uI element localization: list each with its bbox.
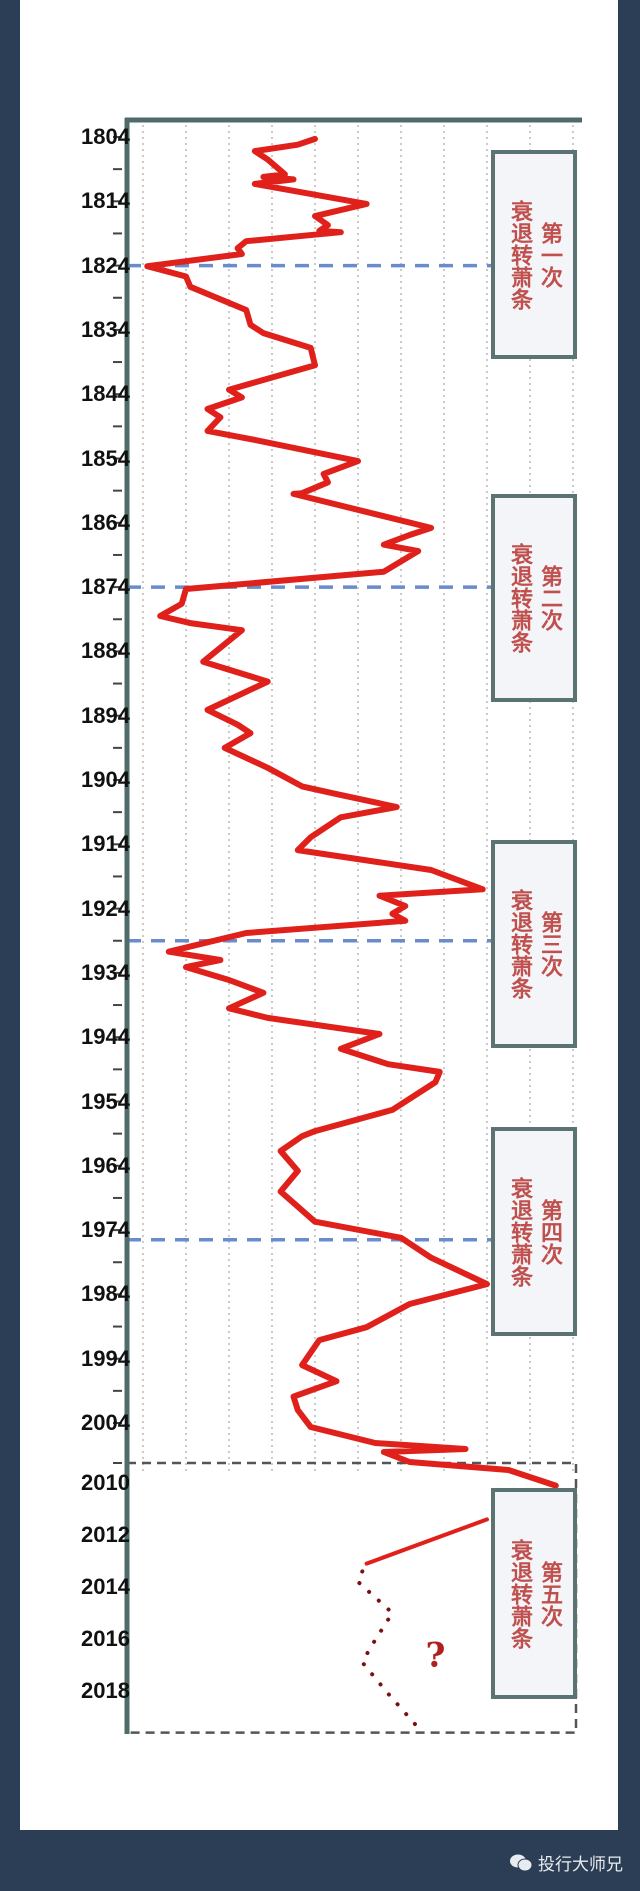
- y-tick-label: 2010: [81, 1470, 130, 1495]
- annotation-text: 第一次 衰退转萧条: [504, 200, 564, 310]
- watermark-text: 投行大师兄: [538, 1855, 623, 1875]
- y-tick-label: 2012: [81, 1522, 130, 1547]
- y-tick-label: 1894: [81, 702, 130, 728]
- y-tick-label: 1804: [81, 124, 130, 149]
- annotation-text: 第二次 衰退转萧条: [504, 543, 564, 653]
- y-tick-label: 1884: [81, 638, 130, 664]
- data-line: [144, 135, 559, 1489]
- y-tick-label: 1924: [81, 895, 130, 921]
- annotation-ordinal: 第三次: [537, 911, 562, 977]
- annotation-label: 衰退转萧条: [507, 1538, 532, 1649]
- y-tick-label: 1954: [81, 1088, 130, 1114]
- annotation-ordinal: 第四次: [537, 1198, 562, 1265]
- annotation-label: 衰退转萧条: [507, 889, 532, 999]
- wechat-icon: [510, 1854, 532, 1871]
- forecast-dotted-line: [355, 1569, 425, 1735]
- annotation-text: 第三次 衰退转萧条: [504, 889, 564, 999]
- chart-panel: ? 1804 1814 1824 1834 1844 1854 1864 1874 1884 18…: [20, 0, 618, 1830]
- annotation-box: 第四次 衰退转萧条: [491, 1127, 577, 1336]
- question-mark: ?: [425, 1636, 445, 1676]
- y-tick-label: 2004: [81, 1410, 130, 1435]
- y-tick-label: 1914: [81, 831, 130, 857]
- annotation-label: 衰退转萧条: [507, 199, 532, 310]
- annotation-box: 第五次 衰退转萧条: [491, 1488, 577, 1699]
- y-tick-label: 1824: [81, 252, 130, 278]
- annotation-box: 第二次 衰退转萧条: [491, 494, 577, 702]
- annotation-text: 第五次 衰退转萧条: [504, 1539, 564, 1649]
- chart-svg: ?: [113, 117, 582, 1735]
- watermark: 投行大师兄: [510, 1850, 623, 1875]
- y-tick-label: 1854: [81, 445, 130, 471]
- y-tick-label: 1934: [81, 959, 130, 985]
- annotation-box: 第三次 衰退转萧条: [491, 840, 577, 1048]
- y-tick-label: 1844: [81, 381, 130, 407]
- y-tick-label: 2018: [81, 1678, 130, 1703]
- y-tick-label: 1994: [81, 1345, 130, 1371]
- y-tick-label: 1834: [81, 316, 130, 342]
- y-tick-label: 2016: [81, 1626, 130, 1651]
- y-tick-label: 1814: [81, 188, 130, 214]
- y-tick-label: 2014: [81, 1574, 130, 1599]
- y-tick-label: 1984: [81, 1281, 130, 1307]
- y-tick-label: 1974: [81, 1217, 130, 1243]
- y-tick-label: 1964: [81, 1152, 130, 1178]
- data-line: [364, 1517, 489, 1566]
- y-tick-label: 1874: [81, 574, 130, 600]
- annotation-label: 衰退转萧条: [507, 1176, 532, 1287]
- annotation-box: 第一次 衰退转萧条: [491, 150, 577, 359]
- annotation-ordinal: 第一次: [537, 221, 562, 288]
- y-tick-label: 1864: [81, 509, 130, 535]
- annotation-text: 第四次 衰退转萧条: [504, 1177, 564, 1287]
- y-tick-label: 1944: [81, 1024, 130, 1050]
- annotation-label: 衰退转萧条: [507, 543, 532, 653]
- annotation-ordinal: 第二次: [537, 565, 562, 631]
- y-tick-label: 1904: [81, 767, 130, 792]
- annotation-ordinal: 第五次: [537, 1560, 562, 1627]
